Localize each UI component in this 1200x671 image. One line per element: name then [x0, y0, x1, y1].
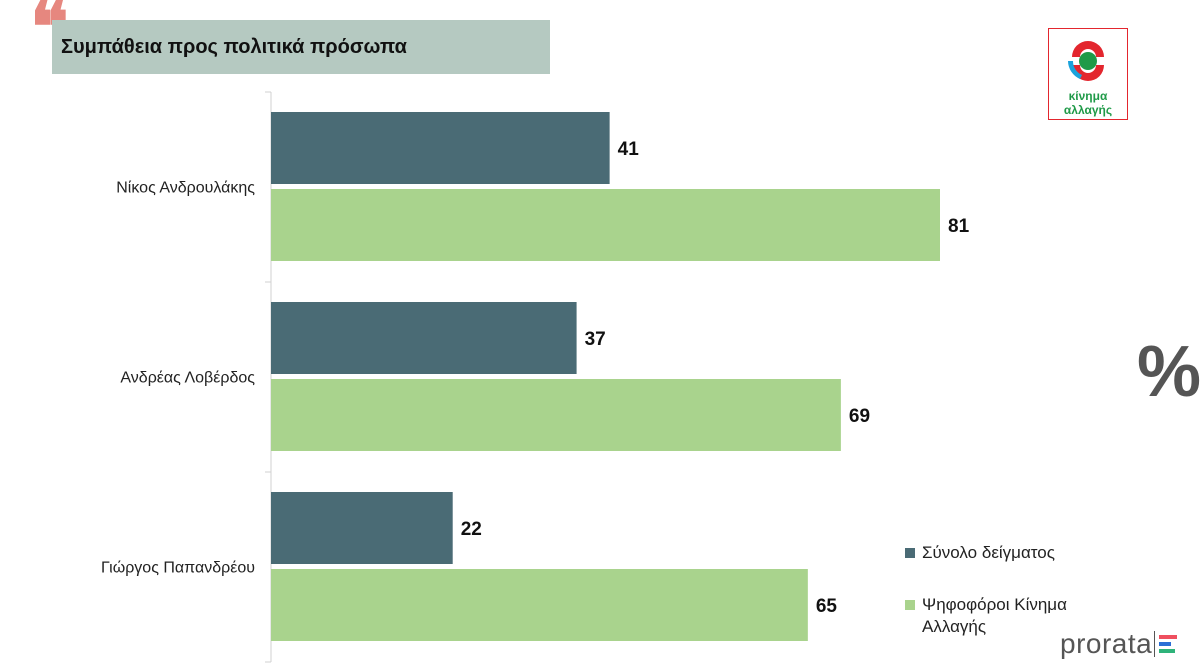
brand-separator — [1154, 631, 1156, 657]
chart-title: Συμπάθεια προς πολιτικά πρόσωπα — [61, 35, 407, 58]
legend-label-total: Σύνολο δείγματος — [922, 543, 1055, 562]
bar-kinal — [271, 189, 940, 261]
data-label: 41 — [618, 139, 640, 160]
data-label: 37 — [585, 329, 606, 350]
logo-line-2: αλλαγής — [1063, 103, 1113, 117]
data-label: 22 — [461, 519, 482, 540]
party-logo-text: κίνημα αλλαγής — [1064, 89, 1112, 117]
data-label: 81 — [948, 216, 970, 237]
party-logo: κίνημα αλλαγής — [1048, 28, 1128, 120]
legend-item-kinal: Ψηφοφόροι Κίνημα Αλλαγής — [905, 594, 1125, 638]
data-label: 69 — [849, 406, 870, 427]
brand-bar-2 — [1159, 642, 1172, 646]
legend-item-total: Σύνολο δείγματος — [905, 542, 1125, 564]
percent-icon: % — [1137, 332, 1200, 412]
bar-total — [271, 492, 453, 564]
bar-kinal — [271, 569, 808, 641]
category-label: Γιώργος Παπανδρέου — [101, 560, 255, 577]
title-banner: Συμπάθεια προς πολιτικά πρόσωπα — [52, 20, 550, 74]
data-label: 65 — [816, 596, 838, 617]
brand-bars-icon — [1159, 635, 1178, 653]
brand-bar-3 — [1159, 649, 1176, 653]
category-label: Νίκος Ανδρουλάκης — [116, 180, 255, 197]
bar-total — [271, 302, 577, 374]
legend-swatch-total — [905, 548, 915, 558]
legend: Σύνολο δείγματος Ψηφοφόροι Κίνημα Αλλαγή… — [905, 542, 1125, 668]
bar-total — [271, 112, 610, 184]
brand-bar-1 — [1159, 635, 1178, 639]
logo-line-1: κίνημα — [1068, 89, 1108, 103]
party-emblem-icon — [1068, 41, 1104, 81]
brand-logo: prorata — [1060, 628, 1178, 659]
legend-swatch-kinal — [905, 600, 915, 610]
bar-kinal — [271, 379, 841, 451]
category-label: Ανδρέας Λοβέρδος — [120, 370, 255, 387]
legend-label-kinal: Ψηφοφόροι Κίνημα Αλλαγής — [922, 595, 1067, 636]
brand-name: prorata — [1060, 628, 1153, 659]
